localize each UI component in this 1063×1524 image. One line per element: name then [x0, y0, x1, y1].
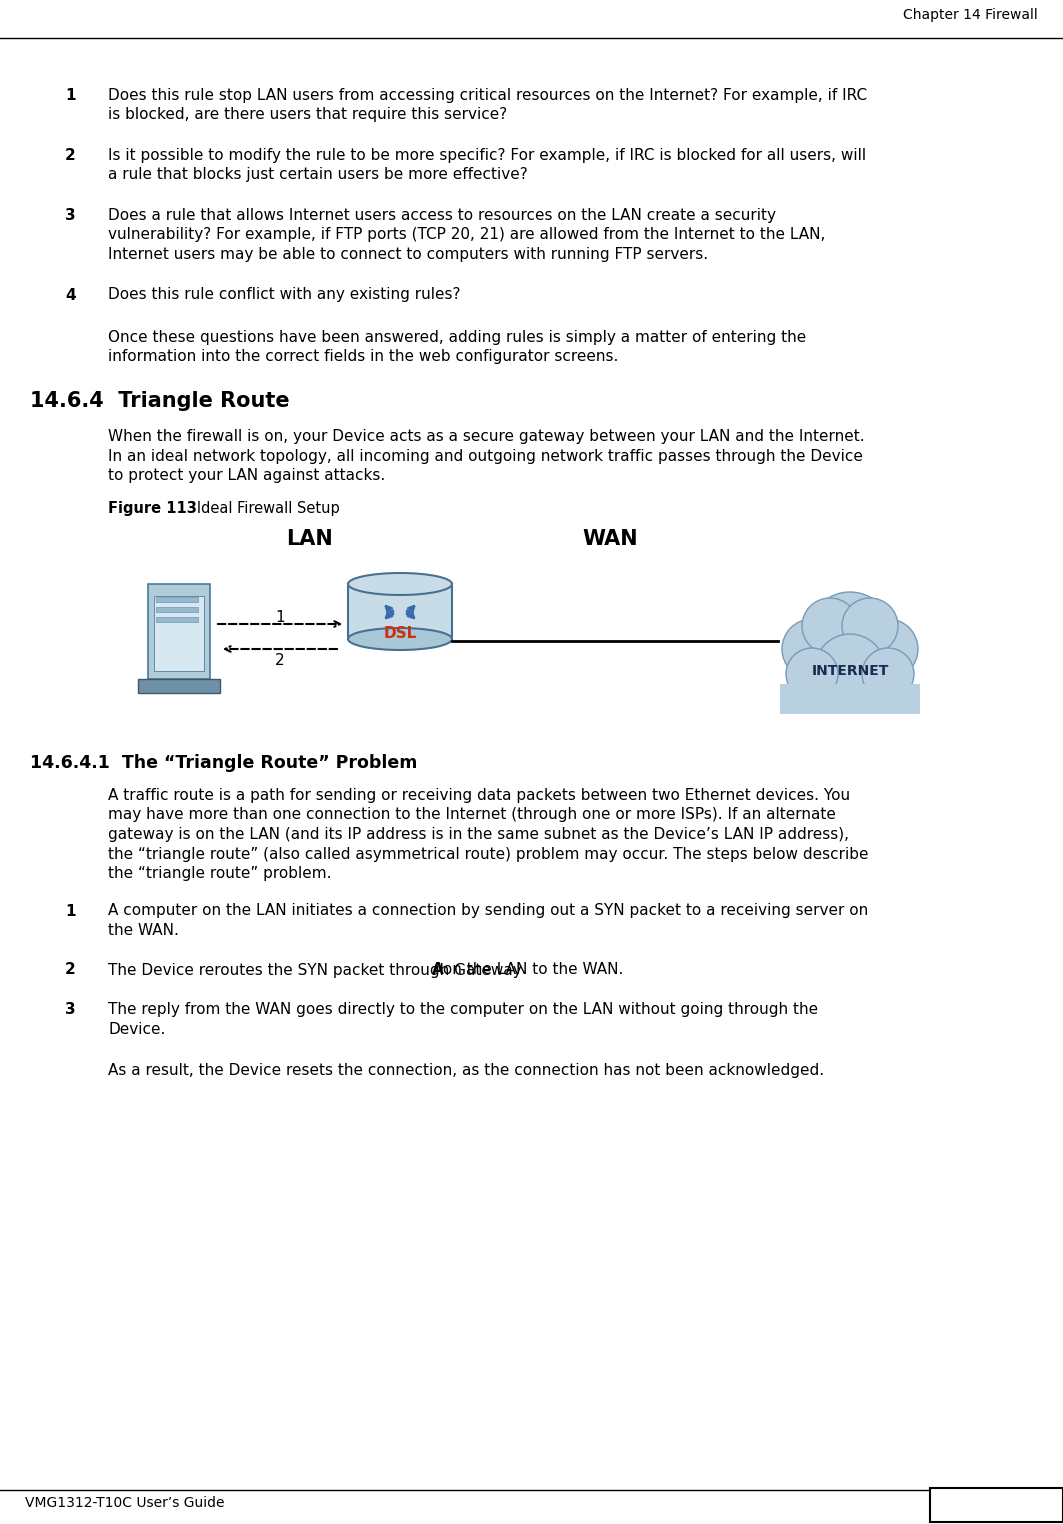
Text: Once these questions have been answered, adding rules is simply a matter of ente: Once these questions have been answered,…: [108, 331, 806, 344]
FancyBboxPatch shape: [156, 607, 198, 613]
Text: vulnerability? For example, if FTP ports (TCP 20, 21) are allowed from the Inter: vulnerability? For example, if FTP ports…: [108, 227, 825, 242]
Text: A traffic route is a path for sending or receiving data packets between two Ethe: A traffic route is a path for sending or…: [108, 788, 850, 803]
Text: 14.6.4.1  The “Triangle Route” Problem: 14.6.4.1 The “Triangle Route” Problem: [30, 754, 418, 773]
Text: In an ideal network topology, all incoming and outgoing network traffic passes t: In an ideal network topology, all incomi…: [108, 448, 863, 463]
Text: 2: 2: [65, 148, 75, 163]
Text: the “triangle route” (also called asymmetrical route) problem may occur. The ste: the “triangle route” (also called asymme…: [108, 846, 868, 861]
Text: 1: 1: [65, 88, 75, 104]
Circle shape: [862, 648, 914, 700]
Text: on the LAN to the WAN.: on the LAN to the WAN.: [438, 963, 624, 977]
FancyBboxPatch shape: [930, 1487, 1063, 1522]
Text: information into the correct fields in the web configurator screens.: information into the correct fields in t…: [108, 349, 619, 364]
Text: LAN: LAN: [287, 529, 334, 549]
Text: Does a rule that allows Internet users access to resources on the LAN create a s: Does a rule that allows Internet users a…: [108, 207, 776, 223]
Text: 1: 1: [65, 904, 75, 919]
Text: VMG1312-T10C User’s Guide: VMG1312-T10C User’s Guide: [26, 1497, 224, 1510]
Circle shape: [815, 634, 885, 704]
Circle shape: [808, 591, 892, 677]
Text: may have more than one connection to the Internet (through one or more ISPs). If: may have more than one connection to the…: [108, 808, 836, 823]
Text: 3: 3: [65, 207, 75, 223]
Text: 2: 2: [65, 963, 75, 977]
Text: The reply from the WAN goes directly to the computer on the LAN without going th: The reply from the WAN goes directly to …: [108, 1001, 819, 1017]
Text: the WAN.: the WAN.: [108, 924, 179, 937]
Text: 14.6.4  Triangle Route: 14.6.4 Triangle Route: [30, 392, 289, 411]
Circle shape: [842, 597, 898, 654]
Text: 3: 3: [65, 1001, 75, 1017]
FancyBboxPatch shape: [780, 684, 919, 715]
Circle shape: [858, 619, 918, 680]
Text: As a result, the Device resets the connection, as the connection has not been ac: As a result, the Device resets the conne…: [108, 1064, 824, 1077]
Text: 4: 4: [65, 288, 75, 302]
FancyBboxPatch shape: [348, 584, 452, 639]
Text: 1: 1: [275, 610, 285, 625]
Text: Does this rule stop LAN users from accessing critical resources on the Internet?: Does this rule stop LAN users from acces…: [108, 88, 867, 104]
Text: 167: 167: [976, 1497, 1016, 1515]
Circle shape: [786, 648, 838, 700]
Text: gateway is on the LAN (and its IP address is in the same subnet as the Device’s : gateway is on the LAN (and its IP addres…: [108, 828, 849, 841]
FancyBboxPatch shape: [148, 584, 210, 680]
Text: Chapter 14 Firewall: Chapter 14 Firewall: [904, 8, 1037, 21]
FancyBboxPatch shape: [154, 596, 204, 671]
Text: INTERNET: INTERNET: [811, 664, 889, 678]
Ellipse shape: [348, 628, 452, 651]
Text: a rule that blocks just certain users be more effective?: a rule that blocks just certain users be…: [108, 168, 527, 183]
Circle shape: [782, 619, 842, 680]
Text: the “triangle route” problem.: the “triangle route” problem.: [108, 866, 332, 881]
Text: A: A: [432, 963, 443, 977]
Text: Does this rule conflict with any existing rules?: Does this rule conflict with any existin…: [108, 288, 460, 302]
Text: Is it possible to modify the rule to be more specific? For example, if IRC is bl: Is it possible to modify the rule to be …: [108, 148, 866, 163]
Text: The Device reroutes the SYN packet through Gateway: The Device reroutes the SYN packet throu…: [108, 963, 526, 977]
Text: WAN: WAN: [583, 529, 638, 549]
Text: to protect your LAN against attacks.: to protect your LAN against attacks.: [108, 468, 385, 483]
Text: Figure 113: Figure 113: [108, 501, 197, 517]
FancyBboxPatch shape: [156, 617, 198, 622]
Ellipse shape: [348, 573, 452, 594]
Text: When the firewall is on, your Device acts as a secure gateway between your LAN a: When the firewall is on, your Device act…: [108, 428, 864, 443]
FancyBboxPatch shape: [156, 597, 198, 602]
Text: Internet users may be able to connect to computers with running FTP servers.: Internet users may be able to connect to…: [108, 247, 708, 262]
Text: Ideal Firewall Setup: Ideal Firewall Setup: [183, 501, 340, 517]
Text: DSL: DSL: [384, 626, 417, 642]
Circle shape: [802, 597, 858, 654]
FancyBboxPatch shape: [138, 680, 220, 693]
Text: is blocked, are there users that require this service?: is blocked, are there users that require…: [108, 108, 507, 122]
Text: 2: 2: [275, 652, 285, 668]
Text: Device.: Device.: [108, 1021, 166, 1036]
Text: A computer on the LAN initiates a connection by sending out a SYN packet to a re: A computer on the LAN initiates a connec…: [108, 904, 868, 919]
